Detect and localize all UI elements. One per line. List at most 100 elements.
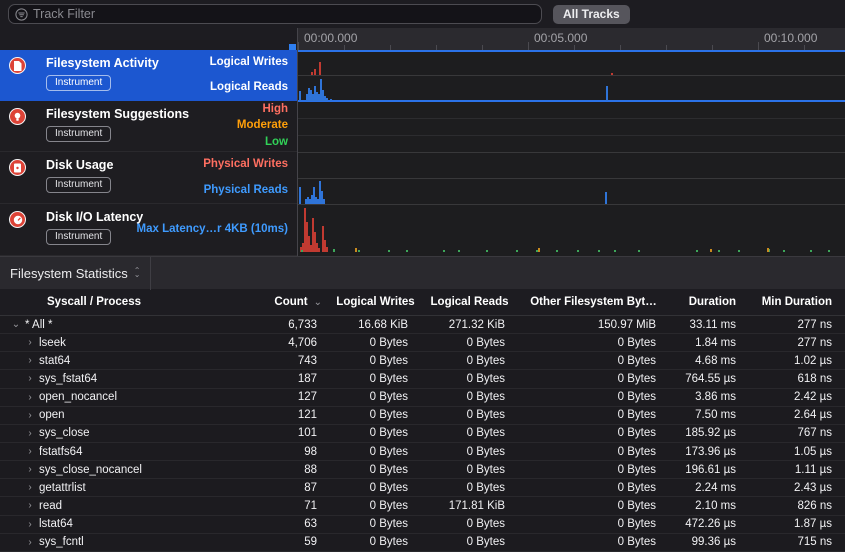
cell-syscall: › getattrlist [0,482,236,494]
chart-bar [310,245,312,252]
disclosure-chevron-icon[interactable]: › [28,464,32,476]
table-row-stat64[interactable]: › stat64 743 0 Bytes 0 Bytes 0 Bytes 4.68 ms 1.… [0,352,845,371]
cell-logical-reads: 0 Bytes [466,372,505,385]
cell-logical-reads: 0 Bytes [466,354,505,367]
lightbulb-icon [9,108,26,125]
track-series-labels: High Moderate Low [237,101,288,151]
table-row-sys-fstat64[interactable]: › sys_fstat64 187 0 Bytes 0 Bytes 0 Bytes 764.… [0,370,845,389]
gauge-icon [9,211,26,228]
timeline-chart[interactable] [298,50,845,256]
cell-count: 59 [304,536,317,549]
cell-other-bytes: 0 Bytes [617,336,656,349]
lane-separator [298,135,845,136]
cell-count: 743 [297,354,317,367]
chart-lane-disk-io-latency-moderate[interactable] [298,204,845,252]
chart-bar [406,250,408,252]
playhead-handle[interactable] [289,44,296,50]
chart-bar [306,94,308,101]
table-row-sys-close-nocancel[interactable]: › sys_close_nocancel 88 0 Bytes 0 Bytes 0 Byt… [0,461,845,480]
cell-syscall: › open [0,409,236,421]
chart-bar [314,232,316,252]
cell-duration: 4.68 ms [695,354,736,367]
track-filter-field[interactable] [8,4,542,24]
track-series-labels: Max Latency…r 4KB (10ms) [137,204,288,255]
cell-logical-writes: 0 Bytes [369,463,408,476]
disclosure-chevron-icon[interactable]: › [28,482,32,494]
ruler-tick [758,42,759,50]
column-header-other-filesystem-byt-[interactable]: Other Filesystem Byt… [518,296,669,308]
track-row-filesystem-activity[interactable]: Filesystem Activity Instrument Logical W… [0,50,297,101]
disclosure-chevron-icon[interactable]: › [28,518,32,530]
chart-bar [314,69,316,75]
cell-duration: 173.96 µs [685,445,736,458]
cell-min-duration: 2.64 µs [794,409,832,422]
disclosure-chevron-icon[interactable]: › [28,337,32,349]
chart-bar [311,72,313,75]
lane-separator [298,152,845,153]
disclosure-chevron-icon[interactable]: › [28,391,32,403]
disclosure-chevron-icon[interactable]: › [28,427,32,439]
disclosure-chevron-icon[interactable]: › [28,409,32,421]
disclosure-chevron-icon[interactable]: › [28,500,32,512]
selected-track-outline [298,100,845,102]
lane-separator [298,118,845,119]
chart-lane-logical-reads[interactable] [298,75,845,101]
cell-other-bytes: 0 Bytes [617,518,656,531]
disclosure-chevron-icon[interactable]: › [28,355,32,367]
cell-min-duration: 2.43 µs [794,481,832,494]
cell-duration: 764.55 µs [685,372,736,385]
chart-bar [358,250,360,252]
track-filter-input[interactable] [33,7,535,21]
cell-count: 63 [304,518,317,531]
all-tracks-button[interactable]: All Tracks [553,4,630,24]
table-row-getattrlist[interactable]: › getattrlist 87 0 Bytes 0 Bytes 0 Bytes 2.24 … [0,479,845,498]
cell-logical-writes: 0 Bytes [369,372,408,385]
ruler-tick [712,45,713,50]
table-row--all-[interactable]: ⌄ * All * 6,733 16.68 KiB 271.32 KiB 150.97 M… [0,316,845,335]
column-header-logical-reads[interactable]: Logical Reads [421,296,518,308]
track-row-disk-i-o-latency[interactable]: Disk I/O Latency Instrument Max Latency…… [0,204,297,256]
disclosure-chevron-icon[interactable]: › [28,373,32,385]
chart-lane-disk-io-latency-high[interactable] [298,204,845,252]
cell-min-duration: 618 ns [797,372,832,385]
disclosure-chevron-icon[interactable]: ⌄ [11,319,21,331]
timeline-ruler[interactable]: 00:00.000 00:05.000 00:10.000 [298,28,845,50]
table-row-lstat64[interactable]: › lstat64 63 0 Bytes 0 Bytes 0 Bytes 472.26 µs… [0,515,845,534]
column-header-logical-writes[interactable]: Logical Writes [330,296,421,308]
column-header-min-duration[interactable]: Min Duration [749,296,845,308]
disclosure-chevron-icon[interactable]: › [28,536,32,548]
table-row-sys-close[interactable]: › sys_close 101 0 Bytes 0 Bytes 0 Bytes 185.92… [0,424,845,443]
track-series-labels: Logical Writes Logical Reads [210,50,288,100]
cell-count: 98 [304,445,317,458]
chart-bar [516,250,518,252]
table-row-open-nocancel[interactable]: › open_nocancel 127 0 Bytes 0 Bytes 0 Bytes 3.… [0,388,845,407]
chart-bar [556,250,558,252]
column-header-syscall-process[interactable]: Syscall / Process [47,296,141,308]
table-row-read[interactable]: › read 71 0 Bytes 171.81 KiB 0 Bytes 2.10 ms 82… [0,497,845,516]
stats-bar: Filesystem Statistics ⌃ ⌄ [0,256,845,290]
chart-lane-logical-writes[interactable] [298,50,845,75]
table-row-fstatfs64[interactable]: › fstatfs64 98 0 Bytes 0 Bytes 0 Bytes 173.96 … [0,442,845,462]
cell-logical-writes: 0 Bytes [369,499,408,512]
chart-lane-physical-reads[interactable] [298,178,845,204]
column-header-duration[interactable]: Duration [669,296,749,308]
track-row-filesystem-suggestions[interactable]: Filesystem Suggestions Instrument High Mo… [0,101,297,152]
cell-duration: 99.36 µs [691,536,736,549]
disclosure-chevron-icon[interactable]: › [28,446,32,458]
table-row-open[interactable]: › open 121 0 Bytes 0 Bytes 0 Bytes 7.50 ms 2.64… [0,406,845,425]
chart-bar [324,240,326,252]
chart-bar [638,250,640,252]
cell-logical-reads: 0 Bytes [466,463,505,476]
table-row-lseek[interactable]: › lseek 4,706 0 Bytes 0 Bytes 0 Bytes 1.84 ms 2… [0,334,845,353]
column-header-count[interactable]: Count ⌄ [236,296,330,308]
cell-logical-writes: 0 Bytes [369,391,408,404]
series-label: Moderate [236,119,288,132]
ruler-tick [436,45,437,50]
syscall-name: lseek [39,336,66,349]
table-row-sys-fcntl[interactable]: › sys_fcntl 59 0 Bytes 0 Bytes 0 Bytes 99.36 µ… [0,533,845,552]
chart-bar [316,243,318,252]
chart-bar [538,248,540,252]
chart-lane-disk-io-latency-low[interactable] [298,204,845,252]
track-row-disk-usage[interactable]: Disk Usage Instrument Physical Writes Phy… [0,152,297,204]
stats-view-selector[interactable]: Filesystem Statistics ⌃ ⌄ [0,257,150,289]
